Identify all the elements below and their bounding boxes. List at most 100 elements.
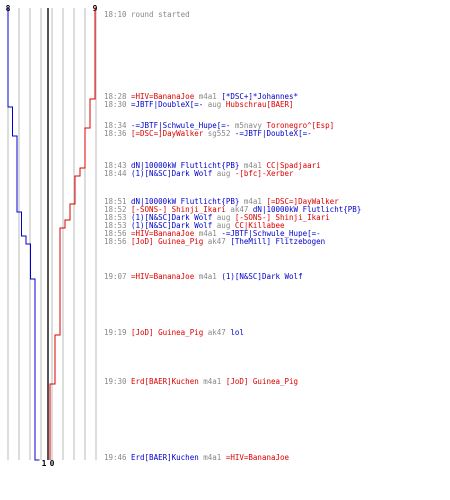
player-name: dN|10000kW Flutlicht{PB} <box>131 197 239 206</box>
player-name: (1)[N&SC]Dark Wolf <box>131 221 212 230</box>
event-action: m4a1 <box>239 197 266 206</box>
player-name: CC|Spadjaari <box>266 161 320 170</box>
event-text: round started <box>131 10 190 19</box>
event-time: 18:36 <box>104 129 127 138</box>
player-name: (1)[N&SC]Dark Wolf <box>131 213 212 222</box>
player-name: [JoD] Guinea_Pig <box>131 328 203 337</box>
event-row: 18:10 round started <box>104 10 190 19</box>
event-action: m4a1 <box>199 377 226 386</box>
event-text: [JoD] Guinea_Pig ak47 [TheMill] Flitzebo… <box>131 237 325 246</box>
event-text: [=DSC=]DayWalker sg552 -=JBTF|DoubleX[=- <box>131 129 312 138</box>
event-action: aug <box>212 221 235 230</box>
event-time: 18:30 <box>104 100 127 109</box>
event-action: ak47 <box>203 328 230 337</box>
event-text: (1)[N&SC]Dark Wolf aug [-SONS-] Shinji_I… <box>131 213 330 222</box>
event-text: [JoD] Guinea_Pig ak47 lol <box>131 328 244 337</box>
player-name: [JoD] Guinea_Pig <box>226 377 298 386</box>
event-time: 18:53 <box>104 221 127 230</box>
event-action: m4a1 <box>194 272 221 281</box>
event-row: 18:36 [=DSC=]DayWalker sg552 -=JBTF|Doubl… <box>104 129 312 138</box>
event-time: 18:56 <box>104 229 127 238</box>
event-row: 18:56 [JoD] Guinea_Pig ak47 [TheMill] Fli… <box>104 237 325 246</box>
player-name: [TheMill] Flitzebogen <box>230 237 325 246</box>
event-text: =HIV=BananaJoe m4a1 [*DSC+]*Johannes* <box>131 92 298 101</box>
event-action: aug <box>212 169 235 178</box>
player-name: =HIV=BananaJoe <box>131 92 195 101</box>
blue-team-alive-line <box>7 8 40 461</box>
player-name: =HIV=BananaJoe <box>226 453 290 462</box>
player-name: =HIV=BananaJoe <box>131 272 195 281</box>
event-row: 18:53 (1)[N&SC]Dark Wolf aug [-SONS-] Shi… <box>104 213 330 222</box>
player-name: [JoD] Guinea_Pig <box>131 237 203 246</box>
event-time: 19:30 <box>104 377 127 386</box>
event-action: m4a1 <box>239 161 266 170</box>
player-name: (1)[N&SC]Dark Wolf <box>131 169 212 178</box>
player-name: -[bfc]-Xerber <box>235 169 294 178</box>
event-action: aug <box>212 213 235 222</box>
event-row: 18:30 =JBTF|DoubleX[=- aug Hubschrau[BAER… <box>104 100 294 109</box>
event-action: m4a1 <box>194 92 221 101</box>
player-name: Hubschrau[BAER] <box>226 100 294 109</box>
event-row: 18:51 dN|10000kW Flutlicht{PB} m4a1 [=DSC… <box>104 197 339 206</box>
event-text: =HIV=BananaJoe m4a1 -=JBTF|Schwule_Hupe[… <box>131 229 321 238</box>
event-row: 19:19 [JoD] Guinea_Pig ak47 lol <box>104 328 244 337</box>
event-time: 18:10 <box>104 10 127 19</box>
event-text: (1)[N&SC]Dark Wolf aug CC|Killabee <box>131 221 285 230</box>
player-name: Erd[BAER]Kuchen <box>131 377 199 386</box>
event-time: 19:07 <box>104 272 127 281</box>
player-name: [=DSC=]DayWalker <box>131 129 204 138</box>
event-text: [-SONS-] Shinji_Ikari ak47 dN|10000kW Fl… <box>131 205 361 214</box>
player-name: -=JBTF|Schwule_Hupe[=- <box>131 121 230 130</box>
event-text: =HIV=BananaJoe m4a1 (1)[N&SC]Dark Wolf <box>131 272 303 281</box>
event-action: m5navy <box>230 121 266 130</box>
player-name: Toronegro^[Esp] <box>266 121 334 130</box>
event-row: 18:28 =HIV=BananaJoe m4a1 [*DSC+]*Johanne… <box>104 92 298 101</box>
player-name: [=DSC=]DayWalker <box>266 197 339 206</box>
player-name: Erd[BAER]Kuchen <box>131 453 199 462</box>
event-time: 18:56 <box>104 237 127 246</box>
event-action: ak47 <box>226 205 253 214</box>
event-row: 19:30 Erd[BAER]Kuchen m4a1 [JoD] Guinea_P… <box>104 377 298 386</box>
player-name: CC|Killabee <box>235 221 285 230</box>
event-action: round started <box>131 10 190 19</box>
event-action: ak47 <box>203 237 230 246</box>
player-name: [-SONS-] Shinji_Ikari <box>235 213 330 222</box>
player-name: [-SONS-] Shinji_Ikari <box>131 205 226 214</box>
event-row: 18:43 dN|10000kW Flutlicht{PB} m4a1 CC|Sp… <box>104 161 321 170</box>
event-text: dN|10000kW Flutlicht{PB} m4a1 CC|Spadjaa… <box>131 161 321 170</box>
event-row: 19:07 =HIV=BananaJoe m4a1 (1)[N&SC]Dark W… <box>104 272 303 281</box>
event-action: m4a1 <box>199 453 226 462</box>
player-name: (1)[N&SC]Dark Wolf <box>221 272 302 281</box>
event-action: aug <box>203 100 226 109</box>
event-text: Erd[BAER]Kuchen m4a1 =HIV=BananaJoe <box>131 453 290 462</box>
event-row: 18:44 (1)[N&SC]Dark Wolf aug -[bfc]-Xerbe… <box>104 169 294 178</box>
player-name: dN|10000kW Flutlicht{PB} <box>131 161 239 170</box>
player-name: lol <box>230 328 244 337</box>
event-time: 18:52 <box>104 205 127 214</box>
event-row: 18:52 [-SONS-] Shinji_Ikari ak47 dN|10000… <box>104 205 361 214</box>
event-time: 18:44 <box>104 169 127 178</box>
event-time: 19:46 <box>104 453 127 462</box>
alive-count-grid <box>7 8 97 460</box>
player-name: -=JBTF|DoubleX[=- <box>235 129 312 138</box>
event-row: 19:46 Erd[BAER]Kuchen m4a1 =HIV=BananaJoe <box>104 453 290 462</box>
event-text: Erd[BAER]Kuchen m4a1 [JoD] Guinea_Pig <box>131 377 298 386</box>
event-row: 18:53 (1)[N&SC]Dark Wolf aug CC|Killabee <box>104 221 285 230</box>
player-name: dN|10000kW Flutlicht{PB} <box>253 205 361 214</box>
event-time: 18:51 <box>104 197 127 206</box>
event-time: 18:28 <box>104 92 127 101</box>
event-text: (1)[N&SC]Dark Wolf aug -[bfc]-Xerber <box>131 169 294 178</box>
red-end-score: 0 <box>50 459 55 468</box>
event-time: 18:53 <box>104 213 127 222</box>
red-team-alive-line <box>49 8 96 460</box>
event-text: -=JBTF|Schwule_Hupe[=- m5navy Toronegro^… <box>131 121 334 130</box>
event-text: dN|10000kW Flutlicht{PB} m4a1 [=DSC=]Day… <box>131 197 339 206</box>
event-log: 18:10 round started 18:28 =HIV=BananaJoe m4… <box>104 10 361 462</box>
event-row: 18:56 =HIV=BananaJoe m4a1 -=JBTF|Schwule_… <box>104 229 321 238</box>
event-row: 18:34 -=JBTF|Schwule_Hupe[=- m5navy Toron… <box>104 121 334 130</box>
event-time: 18:43 <box>104 161 127 170</box>
blue-end-score: 1 <box>42 459 47 468</box>
event-time: 18:34 <box>104 121 127 130</box>
player-name: [*DSC+]*Johannes* <box>221 92 298 101</box>
